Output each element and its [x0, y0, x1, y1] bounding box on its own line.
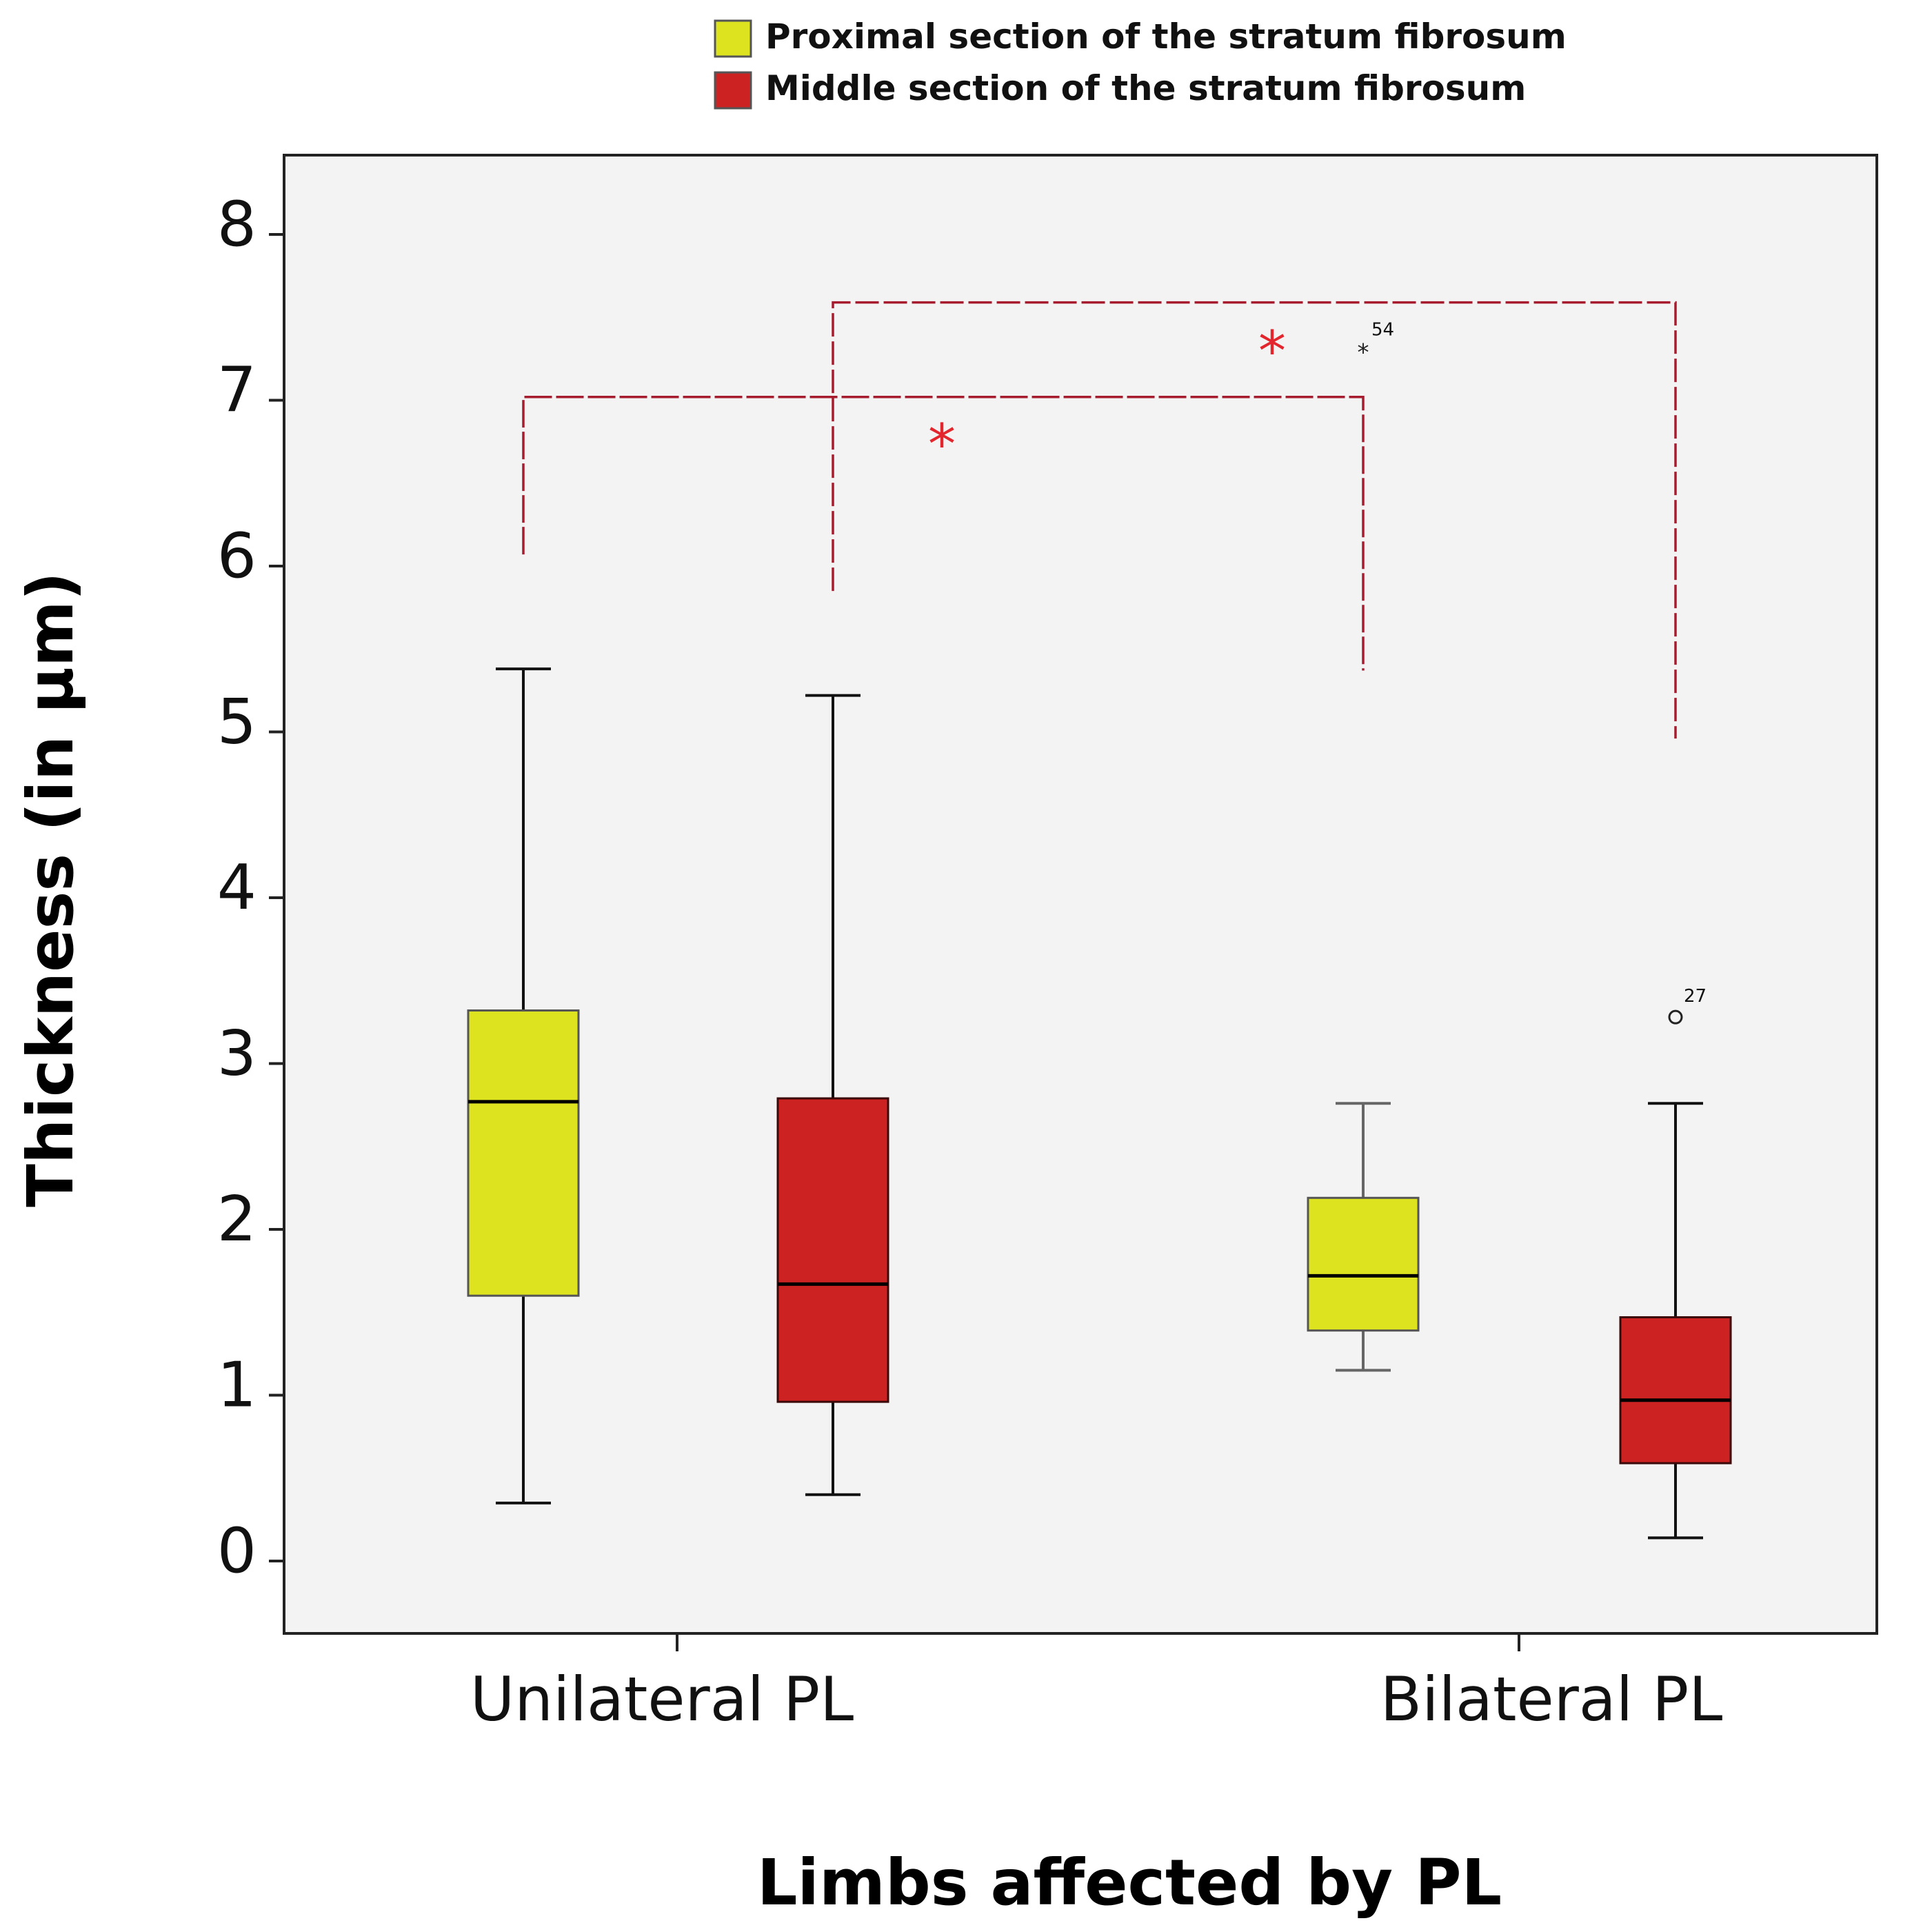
- x-axis-title: Limbs affected by PL: [757, 1846, 1502, 1920]
- box-series: [467, 667, 1732, 1540]
- y-tick-label: 2: [217, 1183, 256, 1256]
- outlier-label: 27: [1684, 986, 1707, 1007]
- x-category-label-unilateral: Unilateral PL: [470, 1664, 854, 1735]
- y-axis: 0 1 2 3 4 5 6 7 8: [217, 188, 284, 1587]
- significance-brackets: **: [522, 301, 1677, 739]
- outlier-label: 54: [1371, 319, 1394, 340]
- y-tick-label: 7: [217, 354, 256, 427]
- significance-marker: *: [928, 412, 956, 476]
- box-middle-bilateral-pl: [1619, 1102, 1732, 1540]
- significance-bracket: [522, 395, 1365, 671]
- legend-entry-middle: Middle section of the stratum fibrosum: [714, 68, 1526, 110]
- box-middle-unilateral-pl: [776, 694, 889, 1496]
- y-tick-label: 6: [217, 520, 256, 592]
- legend-entry-proximal: Proximal section of the stratum fibrosum: [714, 17, 1567, 58]
- box-proximal-unilateral-pl: [467, 667, 580, 1504]
- y-tick-label: 4: [217, 852, 256, 924]
- plot-area: [283, 154, 1878, 1635]
- y-tick-label: 8: [217, 188, 256, 261]
- x-axis: Unilateral PL Bilateral PL: [470, 1633, 1722, 1735]
- legend-label-middle: Middle section of the stratum fibrosum: [765, 68, 1526, 108]
- box-iqr: [467, 1009, 580, 1297]
- y-tick-label: 5: [217, 686, 256, 758]
- significance-marker: *: [1258, 319, 1286, 383]
- y-tick-label: 1: [217, 1349, 256, 1422]
- y-tick-label: 3: [217, 1018, 256, 1090]
- box-iqr: [776, 1097, 889, 1403]
- x-category-label-bilateral: Bilateral PL: [1380, 1664, 1722, 1735]
- box-proximal-bilateral-pl: [1307, 1102, 1420, 1372]
- legend-swatch-proximal: [714, 19, 752, 58]
- outliers: *54 27: [1358, 319, 1707, 1025]
- outlier-point: [1668, 1009, 1683, 1025]
- box-iqr: [1307, 1196, 1420, 1332]
- legend: Proximal section of the stratum fibrosum…: [714, 17, 1567, 110]
- y-tick-label: 0: [217, 1515, 256, 1587]
- y-axis-title: Thickness (in µm): [14, 572, 88, 1207]
- legend-label-proximal: Proximal section of the stratum fibrosum: [765, 17, 1567, 57]
- outlier-point: *: [1358, 339, 1369, 366]
- significance-bracket: [832, 301, 1677, 739]
- box-iqr: [1619, 1316, 1732, 1464]
- legend-swatch-middle: [714, 71, 752, 110]
